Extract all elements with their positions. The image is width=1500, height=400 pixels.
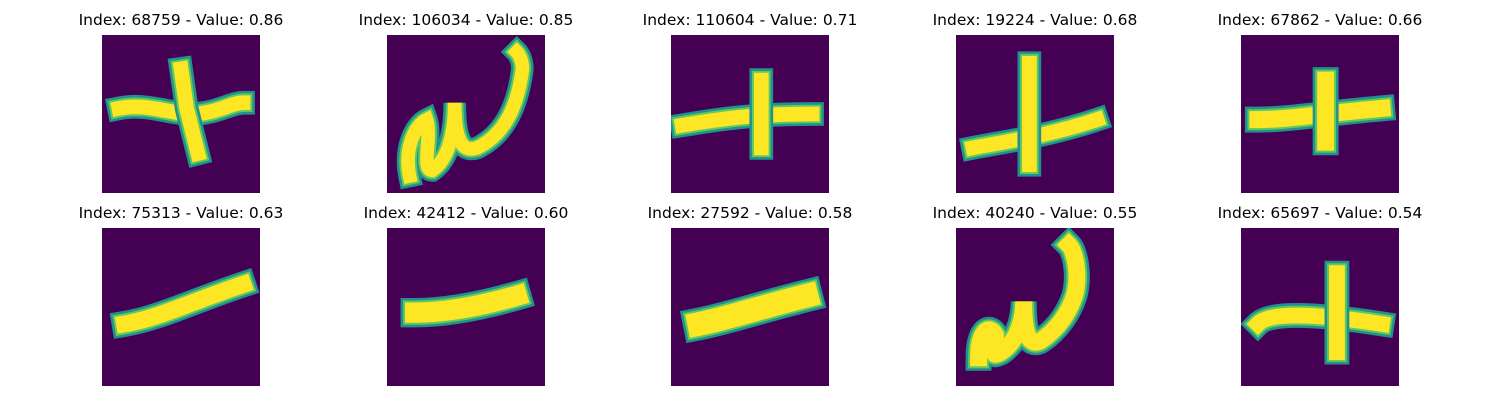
panel-title: Index: 27592 - Value: 0.58 [647, 204, 853, 222]
panel-title: Index: 110604 - Value: 0.71 [642, 11, 858, 29]
stroke-core [172, 60, 207, 163]
sample-image [387, 228, 545, 386]
panel-title: Index: 65697 - Value: 0.54 [1217, 204, 1423, 222]
stroke-core [1246, 307, 1392, 336]
sample-image [102, 35, 260, 193]
panel-title: Index: 75313 - Value: 0.63 [78, 204, 284, 222]
panel-title: Index: 67862 - Value: 0.66 [1217, 11, 1423, 29]
panel-title: Index: 40240 - Value: 0.55 [932, 204, 1138, 222]
stroke-core [673, 106, 820, 134]
glyph-drawing [671, 228, 829, 386]
panel-title: Index: 19224 - Value: 0.68 [932, 11, 1138, 29]
stroke-core [1249, 99, 1392, 129]
panel-title: Index: 68759 - Value: 0.86 [78, 11, 284, 29]
sample-image [671, 35, 829, 193]
panel-title: Index: 42412 - Value: 0.60 [363, 204, 569, 222]
glyph-drawing [102, 35, 260, 193]
stroke-core [970, 232, 1086, 367]
stroke-core [114, 273, 254, 334]
sample-image [1241, 228, 1399, 386]
sample-image [1241, 35, 1399, 193]
sample-image [387, 35, 545, 193]
glyph-drawing [387, 228, 545, 386]
sample-image [956, 228, 1114, 386]
panel-title: Index: 106034 - Value: 0.85 [358, 11, 574, 29]
sample-image [102, 228, 260, 386]
stroke-core [685, 281, 821, 338]
sample-image [956, 35, 1114, 193]
glyph-drawing [671, 35, 829, 193]
glyph-drawing [102, 228, 260, 386]
sample-image [671, 228, 829, 386]
stroke-core [405, 283, 530, 323]
glyph-drawing [956, 228, 1114, 386]
glyph-drawing [1241, 228, 1399, 386]
stroke-core [401, 42, 530, 185]
glyph-drawing [1241, 35, 1399, 193]
glyph-drawing [387, 35, 545, 193]
glyph-drawing [956, 35, 1114, 193]
